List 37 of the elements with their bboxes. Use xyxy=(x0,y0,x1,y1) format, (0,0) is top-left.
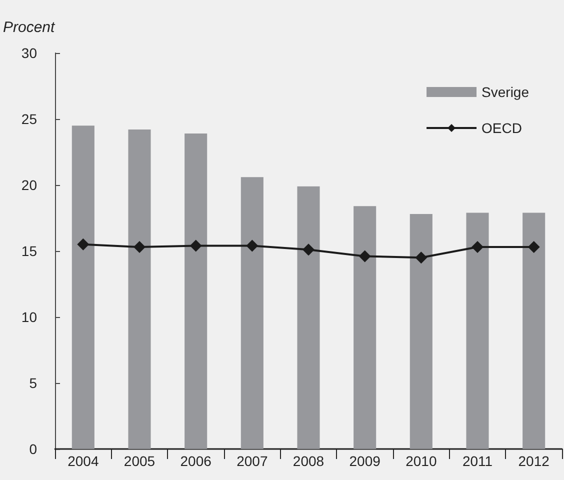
x-tick-label: 2006 xyxy=(180,453,212,469)
point xyxy=(246,240,258,252)
bar xyxy=(128,130,151,449)
x-tick-label: 2011 xyxy=(462,453,493,469)
point xyxy=(415,252,428,264)
bar xyxy=(72,126,94,449)
y-tick-label: 0 xyxy=(29,441,38,457)
point xyxy=(358,250,371,262)
bar xyxy=(240,177,264,449)
y-tick-label: 5 xyxy=(29,375,38,391)
point xyxy=(190,240,202,252)
y-tick-label: 20 xyxy=(21,177,38,193)
legend-label: OECD xyxy=(482,120,522,136)
point xyxy=(472,241,484,254)
y-tick-label: 10 xyxy=(21,309,38,325)
bar xyxy=(466,212,489,449)
bar xyxy=(297,186,320,449)
x-tick-label: 2009 xyxy=(349,453,381,469)
legend-label: Sverige xyxy=(482,84,530,100)
point xyxy=(528,241,540,254)
x-tick-label: 2010 xyxy=(406,453,437,469)
y-axis-title: Procent xyxy=(3,19,56,36)
x-tick-label: 2004 xyxy=(68,453,99,469)
bar xyxy=(184,134,208,449)
point xyxy=(302,244,314,256)
y-tick-label: 30 xyxy=(21,45,38,61)
y-tick-label: 15 xyxy=(21,243,38,259)
y-tick-label: 25 xyxy=(21,111,38,127)
x-tick-label: 2005 xyxy=(124,453,156,469)
x-tick-label: 2008 xyxy=(292,453,324,469)
x-tick-label: 2007 xyxy=(236,453,268,469)
bar xyxy=(522,212,546,449)
point xyxy=(134,241,146,254)
point xyxy=(77,238,90,250)
x-tick-label: 2012 xyxy=(518,453,550,469)
bar xyxy=(410,214,432,449)
bar xyxy=(354,206,376,449)
